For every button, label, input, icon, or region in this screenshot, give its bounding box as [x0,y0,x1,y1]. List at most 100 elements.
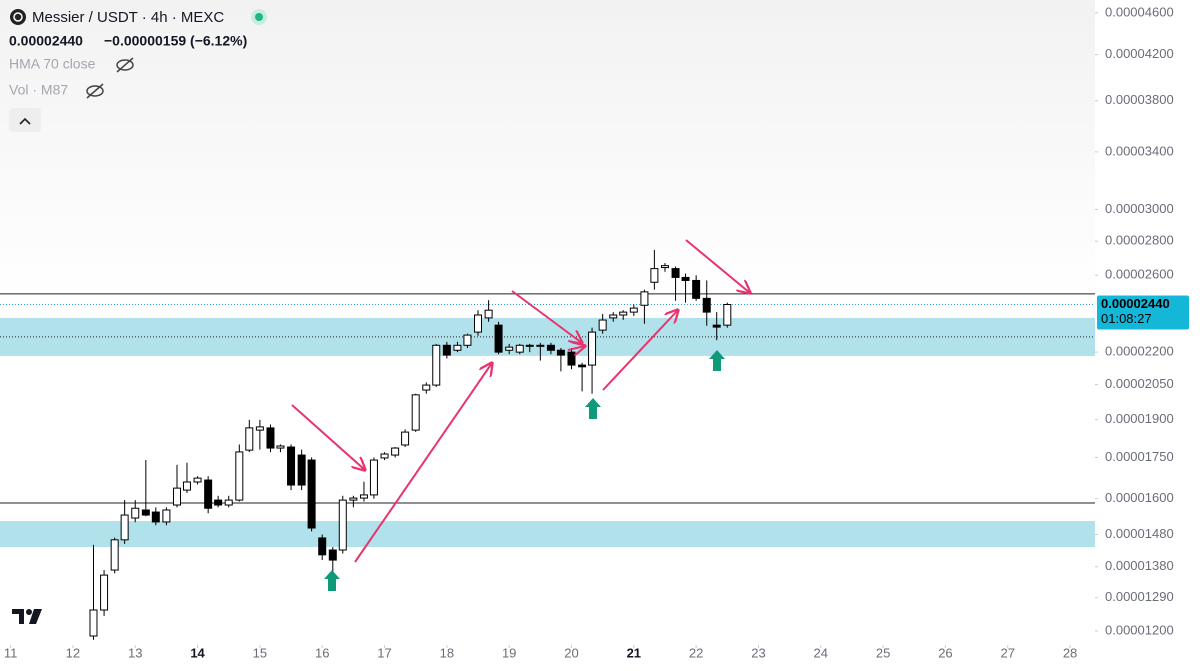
candle-body [525,344,534,347]
y-tick-label: 0.00002200 [1105,344,1174,359]
x-tick-label: 14 [190,645,205,660]
candle-body [556,349,565,356]
candle-body [588,331,597,366]
candle-body [515,344,524,353]
candle-body [567,351,576,366]
y-tick-label: 0.00001480 [1105,526,1174,541]
y-tick-label: 0.00002800 [1105,233,1174,248]
y-tick-label: 0.00001380 [1105,558,1174,573]
y-tick-label: 0.00001200 [1105,622,1174,637]
symbol-logo [13,12,23,22]
candle-body [172,487,181,506]
candle-body [484,309,493,319]
candle-body [245,427,254,451]
symbol-title: Messier / USDT · 4h · MEXC [32,9,224,26]
candle-body [640,291,649,306]
eye-off-icon[interactable] [116,57,134,73]
candle-body [723,304,732,326]
candle-body [422,384,431,391]
y-tick-label: 0.00001290 [1105,589,1174,604]
candle-body [193,477,202,483]
candle-body [110,539,119,571]
last-price: 0.00002440 [9,33,83,49]
candle-body [141,509,150,516]
x-tick-label: 20 [564,645,578,660]
candle-body [391,447,400,456]
candle-body [650,268,659,283]
arrow [567,346,585,350]
candle-body [712,324,721,328]
x-tick-label: 12 [66,645,80,660]
candle-body [151,511,160,523]
candle-body [671,268,680,278]
candle-body [629,307,638,313]
candle-body [182,481,191,491]
candle-body [401,431,410,446]
candle-body [276,445,285,449]
x-tick-label: 15 [253,645,267,660]
countdown: 01:08:27 [1101,311,1152,326]
x-tick-label: 28 [1063,645,1077,660]
x-tick-label: 25 [876,645,890,660]
arrow [354,363,492,563]
candle-body [255,426,264,431]
annotations [291,239,750,563]
candle-body [214,499,223,506]
price-tag-label: 0.00002440 [1101,296,1170,311]
candle-body [442,344,451,356]
candle-body [338,499,347,551]
x-tick-label: 24 [814,645,828,660]
x-tick-label: 18 [440,645,454,660]
candle-body [702,297,711,313]
chevron [19,117,31,125]
candle-body [359,494,368,499]
arrow [511,290,582,343]
candle-body [349,497,358,501]
candle-body [131,507,140,519]
candle-body [411,394,420,431]
x-tick-label: 16 [315,645,329,660]
candle-body [100,574,109,611]
plot-area [0,249,1095,640]
candle-body [681,276,690,281]
arrow [602,310,678,391]
x-tick-label: 21 [627,645,641,660]
x-tick-label: 19 [502,645,516,660]
candle-body [380,453,389,459]
x-tick-label: 11 [4,645,18,660]
tv-logo [12,609,42,624]
indicator: Vol · M87 [9,82,68,98]
price-tag [1097,295,1189,330]
arrow [685,239,750,293]
candle-body [619,311,628,316]
y-tick-label: 0.00004200 [1105,46,1174,61]
y-tick-label: 0.00003400 [1105,143,1174,158]
candle-body [536,344,545,347]
zone [0,521,1095,548]
axes: 0.00001200 0.00001290 0.00001380 0.00001480… [4,4,1189,660]
candle-body [463,334,472,346]
up-arrow [585,398,601,419]
status [255,13,263,21]
up-arrow [709,350,725,371]
candle-body [474,314,483,333]
up-arrow [324,570,340,591]
price-axis [1095,0,1200,666]
candle-body [609,314,618,319]
signals [324,350,725,591]
candle-body [660,265,669,269]
candle-body [224,499,233,506]
candle-body [162,509,171,523]
candle-body [692,279,701,299]
candle-body [453,344,462,351]
candle-body [598,319,607,331]
y-tick-label: 0.00001600 [1105,490,1174,505]
candle-body [297,454,306,486]
eye-off-icon[interactable] [86,83,104,99]
candle-body [369,459,378,496]
x-tick-label: 27 [1001,645,1015,660]
y-tick-label: 0.00003000 [1105,201,1174,216]
x-tick-label: 23 [751,645,765,660]
candle-body [578,364,587,368]
